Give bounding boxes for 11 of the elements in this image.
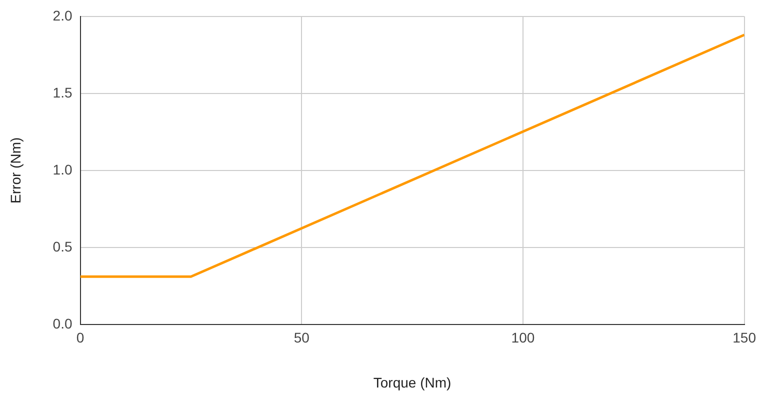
y-tick-label: 1.0: [52, 161, 72, 178]
x-axis-title: Torque (Nm): [373, 374, 452, 390]
y-axis-title: Error (Nm): [7, 137, 24, 204]
y-tick-label: 1.5: [52, 84, 72, 100]
x-tick-label: 0: [76, 330, 84, 346]
y-tick-label: 0.5: [52, 238, 72, 254]
x-tick-label: 150: [732, 330, 756, 346]
x-tick-label: 50: [294, 330, 310, 346]
y-tick-label: 0.0: [52, 315, 72, 332]
y-tick-label: 2.0: [52, 7, 72, 24]
x-tick-label: 100: [511, 330, 535, 346]
